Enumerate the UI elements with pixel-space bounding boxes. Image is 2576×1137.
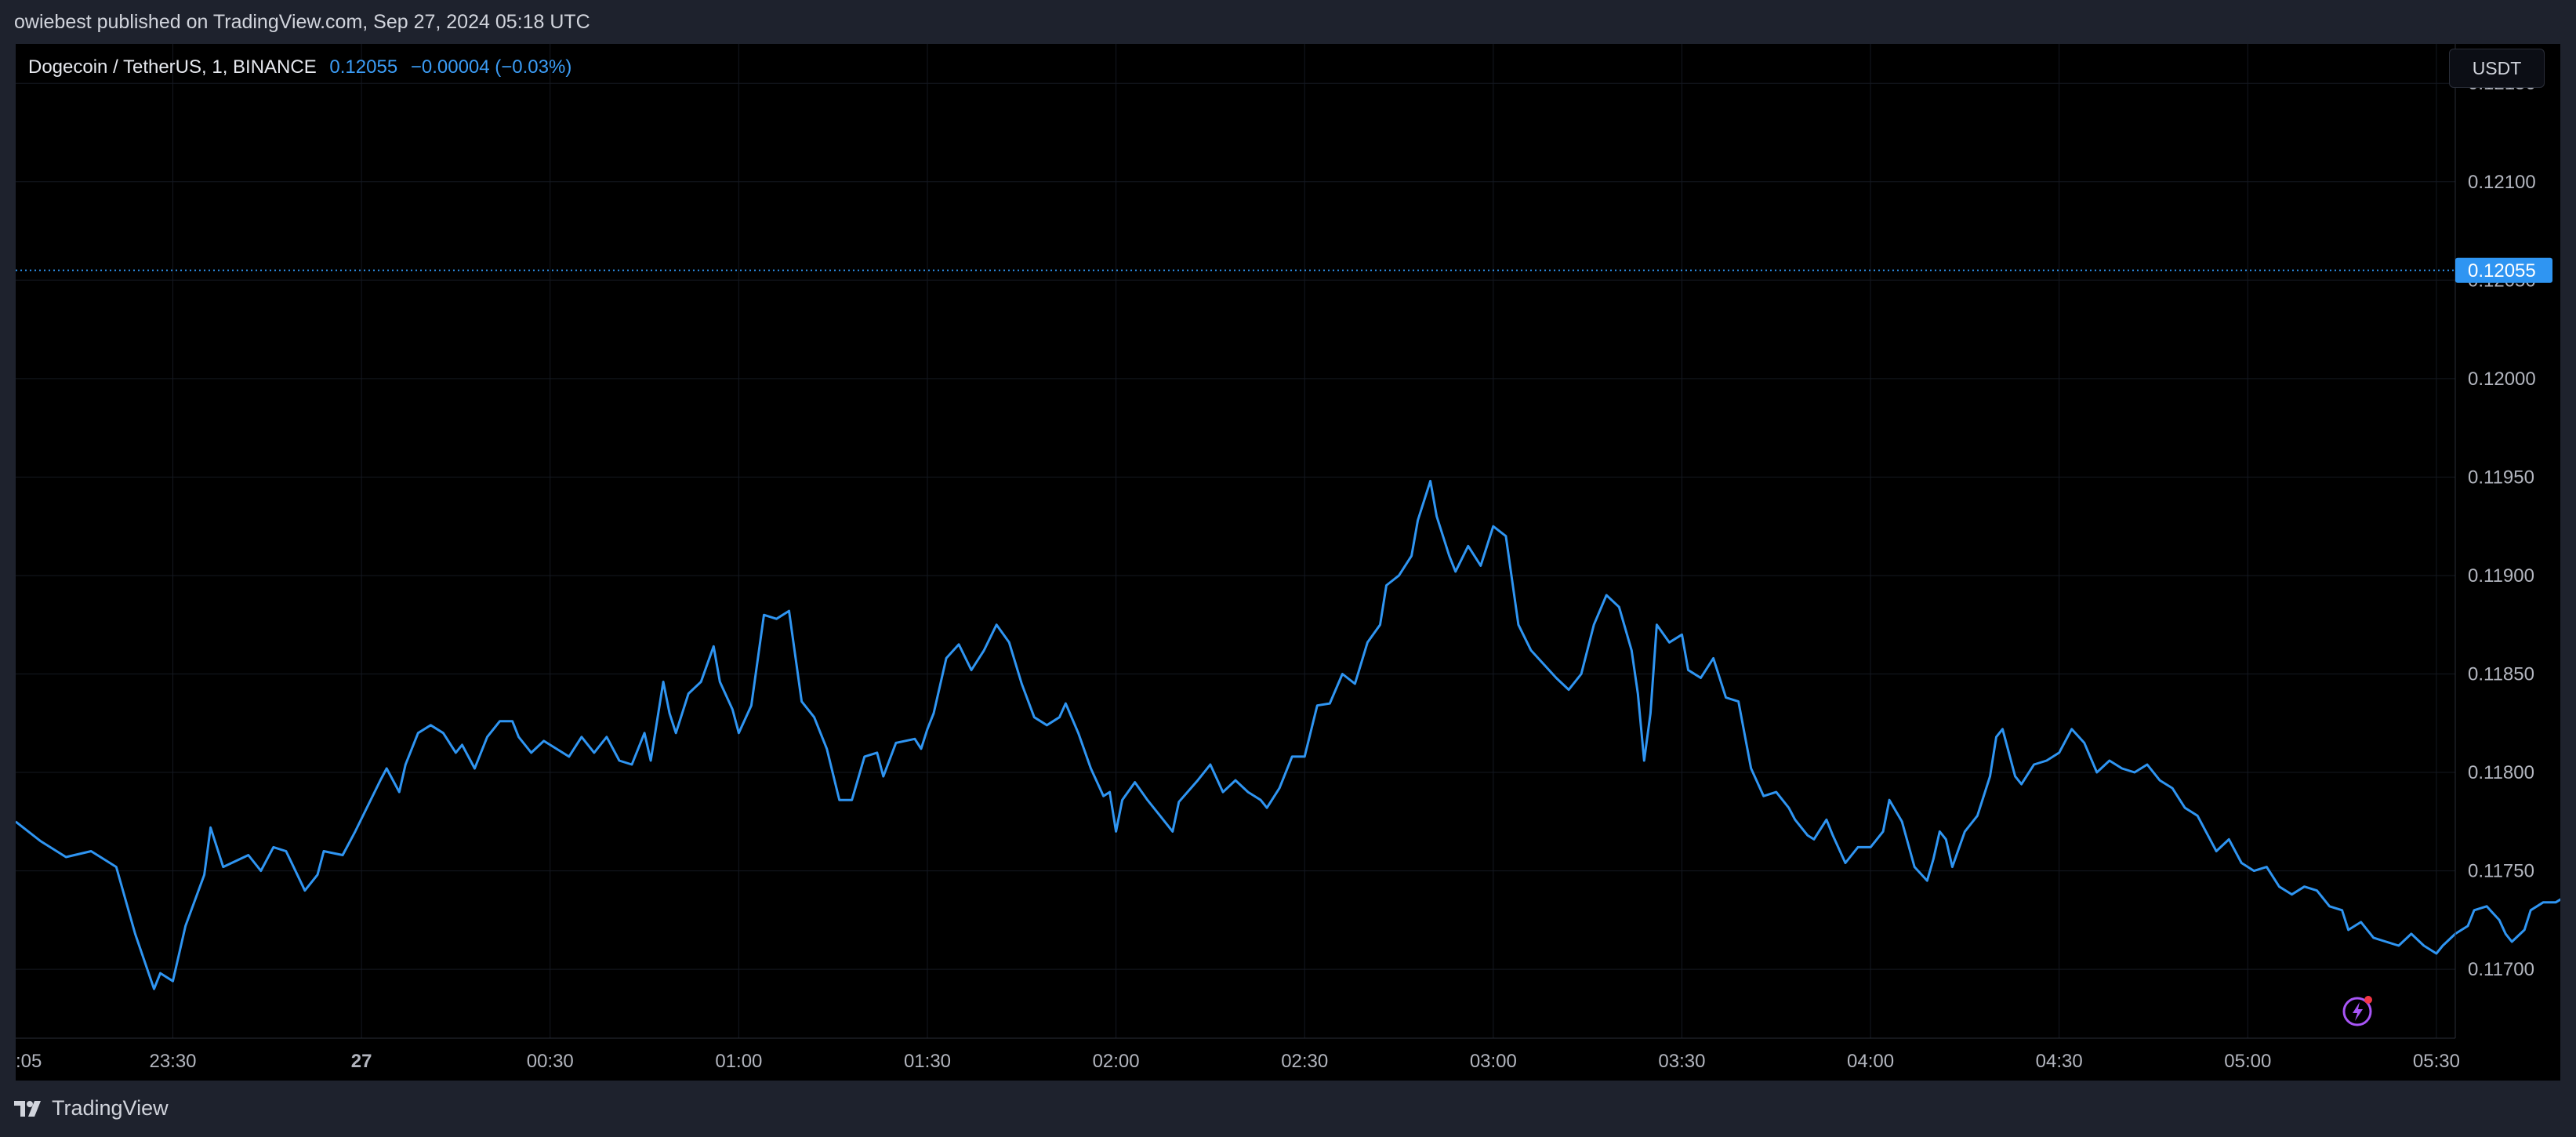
time-tick-label: 05:30 xyxy=(2413,1051,2460,1072)
lightning-icon[interactable] xyxy=(2341,992,2377,1028)
price-tick-label: 0.11800 xyxy=(2468,762,2534,783)
price-chart[interactable]: 0.11700 0.11750 0.11800 0.11850 0.11900 0.119… xyxy=(16,44,2560,1081)
time-tick-label: 04:00 xyxy=(1847,1051,1894,1072)
tradingview-brand: TradingView xyxy=(52,1096,169,1120)
legend-price: 0.12055 xyxy=(329,56,398,78)
time-tick-label: 27 xyxy=(351,1051,372,1072)
plot-layer xyxy=(16,122,2560,990)
time-tick-label: 00:30 xyxy=(527,1051,574,1072)
price-tick-label: 0.11750 xyxy=(2468,861,2534,882)
time-tick-label: 03:00 xyxy=(1470,1051,1517,1072)
series-line-dogeusdt[interactable] xyxy=(16,122,2560,990)
time-tick-label: 05:00 xyxy=(2224,1051,2271,1072)
price-tick-label: 0.11700 xyxy=(2468,959,2534,980)
price-tick-label: 0.12000 xyxy=(2468,369,2536,390)
price-tick-label: 0.11900 xyxy=(2468,565,2534,587)
time-axis: :05 23:30 27 00:30 01:00 01:30 02:00 02:30 03:00… xyxy=(16,1051,2460,1072)
published-by-text: owiebest published on TradingView.com, S… xyxy=(14,11,590,33)
last-price-badge-label: 0.12055 xyxy=(2468,260,2536,282)
time-tick-label: :05 xyxy=(16,1051,42,1072)
symbol-name: Dogecoin / TetherUS, 1, BINANCE xyxy=(28,56,317,78)
price-tick-label: 0.11850 xyxy=(2468,663,2534,685)
grid-lines xyxy=(16,44,2455,1038)
price-tick-label: 0.11950 xyxy=(2468,467,2534,488)
tradingview-logo[interactable]: TradingView xyxy=(14,1096,169,1121)
price-axis: 0.11700 0.11750 0.11800 0.11850 0.11900 0.119… xyxy=(2455,73,2552,980)
time-tick-label: 01:00 xyxy=(715,1051,762,1072)
time-tick-label: 23:30 xyxy=(149,1051,196,1072)
legend-change: −0.00004 (−0.03%) xyxy=(410,56,572,78)
time-tick-label: 02:30 xyxy=(1281,1051,1328,1072)
footer: TradingView xyxy=(0,1081,2576,1137)
publish-header: owiebest published on TradingView.com, S… xyxy=(0,0,2576,44)
time-tick-label: 03:30 xyxy=(1658,1051,1705,1072)
symbol-legend: Dogecoin / TetherUS, 1, BINANCE 0.12055 … xyxy=(28,56,571,78)
tradingview-logo-icon xyxy=(14,1100,41,1117)
currency-button[interactable]: USDT xyxy=(2449,49,2545,88)
time-tick-label: 04:30 xyxy=(2036,1051,2083,1072)
price-tick-label: 0.12100 xyxy=(2468,172,2536,193)
time-tick-label: 02:00 xyxy=(1093,1051,1140,1072)
last-price-badge xyxy=(2455,257,2552,283)
time-tick-label: 01:30 xyxy=(904,1051,951,1072)
chart-area[interactable]: 0.11700 0.11750 0.11800 0.11850 0.11900 0.119… xyxy=(16,44,2560,1081)
